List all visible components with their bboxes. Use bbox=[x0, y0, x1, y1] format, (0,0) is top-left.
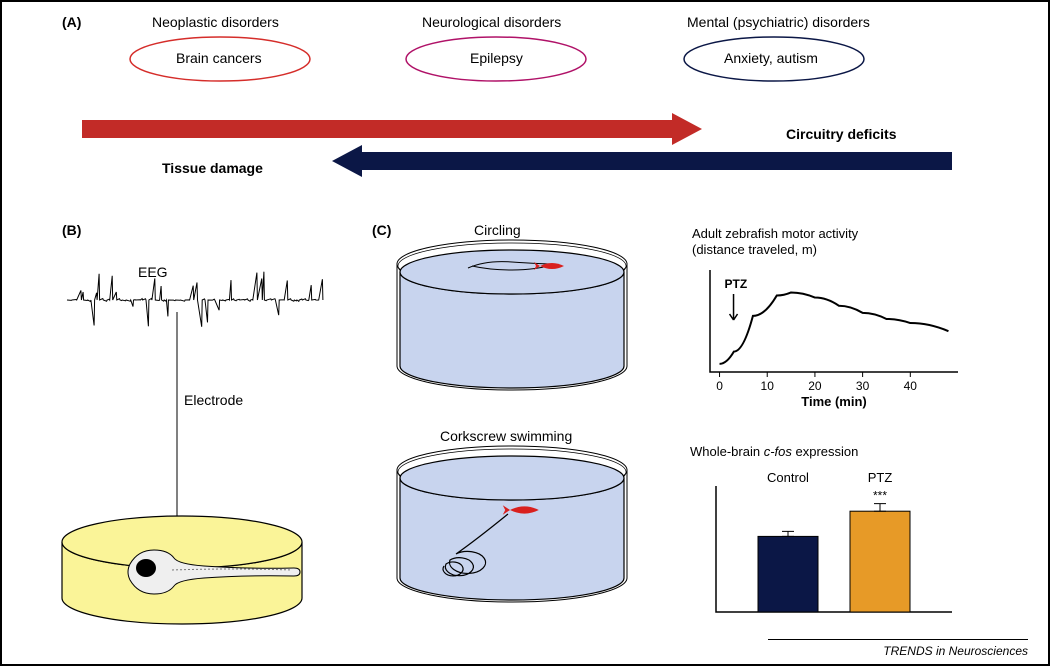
dish-C-bottom bbox=[397, 446, 627, 602]
svg-text:***: *** bbox=[873, 489, 887, 503]
svg-text:20: 20 bbox=[808, 379, 822, 393]
panel-A-bubble-text-0: Brain cancers bbox=[176, 50, 262, 66]
panel-A-bubbles bbox=[2, 2, 1050, 202]
eeg-trace bbox=[67, 272, 323, 327]
dish-C-top bbox=[397, 240, 627, 390]
panel-C-top-title: Circling bbox=[474, 222, 521, 238]
bar-chart: Control PTZ *** bbox=[682, 464, 1012, 639]
panel-C-top-svg bbox=[382, 238, 652, 428]
panel-A-bubble-text-1: Epilepsy bbox=[470, 50, 523, 66]
panel-C-bottom-title: Corkscrew swimming bbox=[440, 428, 572, 444]
svg-text:Time (min): Time (min) bbox=[801, 394, 867, 409]
figure-root: (A) Neoplastic disorders Neurological di… bbox=[0, 0, 1050, 666]
panel-C-bottom-svg bbox=[382, 444, 652, 644]
svg-text:40: 40 bbox=[904, 379, 918, 393]
panel-A-bubble-text-2: Anxiety, autism bbox=[724, 50, 818, 66]
svg-text:PTZ: PTZ bbox=[868, 470, 893, 485]
panel-C-label: (C) bbox=[372, 222, 391, 238]
motor-title: Adult zebrafish motor activity bbox=[692, 226, 858, 241]
motor-subtitle: (distance traveled, m) bbox=[692, 242, 817, 257]
panel-B-label: (B) bbox=[62, 222, 81, 238]
panel-B-svg bbox=[42, 242, 352, 642]
svg-text:PTZ: PTZ bbox=[725, 277, 748, 291]
bar-title: Whole-brain c-fos expression bbox=[690, 444, 858, 459]
svg-text:0: 0 bbox=[716, 379, 723, 393]
footer-rule bbox=[768, 639, 1028, 640]
footer-text: TRENDS in Neurosciences bbox=[883, 644, 1028, 658]
panel-A-arrow-bot-label: Tissue damage bbox=[162, 160, 263, 176]
motor-chart: 0 10 20 30 40 Time (min) PTZ bbox=[682, 258, 1012, 438]
svg-text:30: 30 bbox=[856, 379, 870, 393]
panel-A-arrow-top-label: Circuitry deficits bbox=[786, 126, 896, 142]
svg-text:Control: Control bbox=[767, 470, 809, 485]
svg-text:10: 10 bbox=[761, 379, 775, 393]
